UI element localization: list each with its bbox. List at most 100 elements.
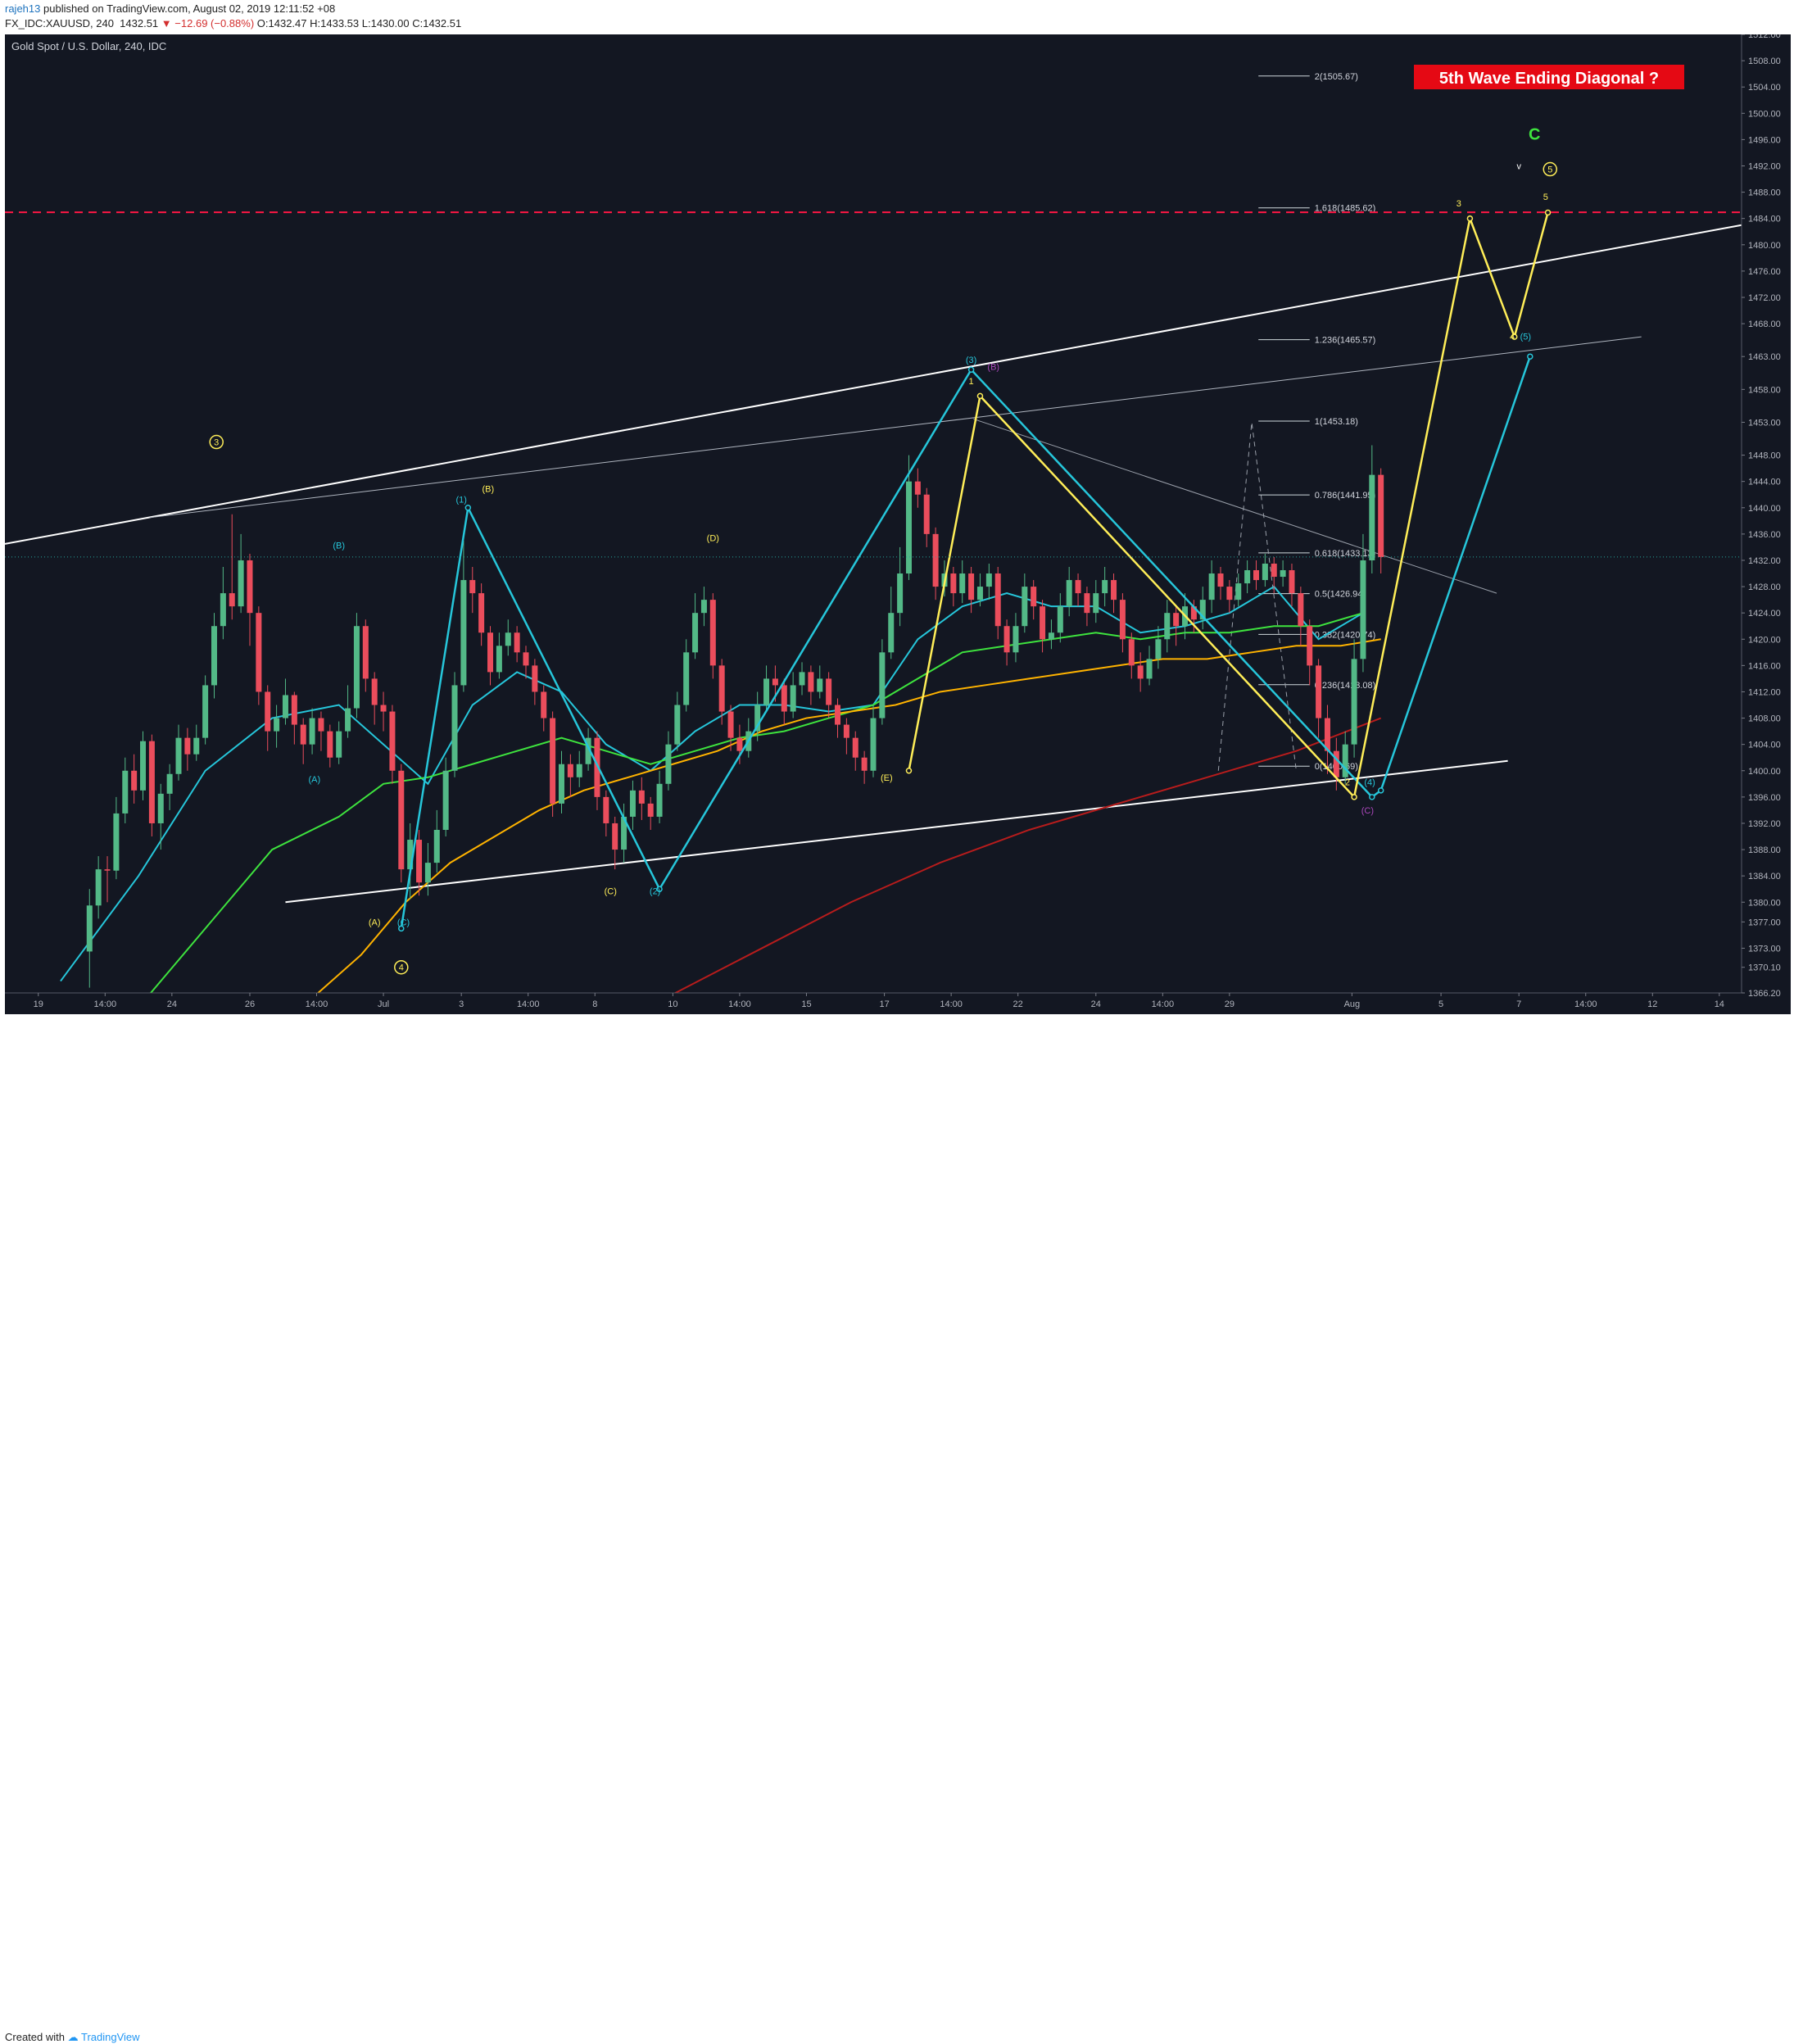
- candle-bear: [1333, 750, 1339, 777]
- candle-bull: [790, 685, 796, 712]
- candle-bull: [1013, 626, 1019, 653]
- chart-title: Gold Spot / U.S. Dollar, 240, IDC: [11, 40, 166, 52]
- wave-label: (D): [707, 534, 719, 544]
- wave-label-circle: [1543, 161, 1558, 177]
- high-value: H:1433.53: [310, 17, 360, 29]
- price-tick-label: 1392.00: [1748, 819, 1781, 829]
- candle-bear: [1324, 718, 1330, 751]
- candle-bear: [389, 711, 396, 771]
- candle-bull: [897, 573, 904, 614]
- trendline: [4, 224, 1742, 545]
- candle-bear: [914, 481, 921, 495]
- candle-bull: [905, 481, 912, 574]
- price-tick-label: 1472.00: [1748, 293, 1781, 303]
- price-chart[interactable]: 2(1505.67)1.618(1485.62)1.236(1465.57)1(…: [4, 30, 1791, 1014]
- candle-bear: [371, 678, 378, 705]
- candle-bull: [1244, 570, 1251, 584]
- time-axis[interactable]: 19 14:00 24 26 14:00 Jul 3 14:00 8 10 14:00 15 17 14:…: [5, 992, 1742, 1014]
- candle-bear: [327, 731, 333, 758]
- candle-bull: [1048, 632, 1054, 640]
- price-tick-label: 1428.00: [1748, 582, 1781, 592]
- candle-bull: [282, 695, 288, 718]
- wave-pivot: [1511, 333, 1518, 340]
- symbol-name: FX_IDC:XAUUSD, 240: [5, 17, 114, 29]
- price-tick-label: 1484.00: [1748, 215, 1781, 224]
- candle-bear: [594, 737, 600, 797]
- candle-bull: [202, 685, 209, 738]
- trendline: [149, 336, 1642, 519]
- time-tick-label: 26: [245, 999, 255, 1009]
- price-tick-label: 1396.00: [1748, 793, 1781, 803]
- candle-bull: [629, 790, 636, 817]
- candle-bull: [1022, 587, 1028, 627]
- close-value: C:1432.51: [412, 17, 462, 29]
- price-axis[interactable]: 1512.00 1508.00 1504.00 1500.00 1496.00 1492.…: [1741, 30, 1791, 1014]
- wave-label: C: [1529, 125, 1540, 143]
- time-tick-label: 19: [34, 999, 43, 1009]
- price-axis-bg: [1742, 34, 1791, 1014]
- price-change: −12.69 (−0.88%): [174, 17, 255, 29]
- annotation-title: 5th Wave Ending Diagonal ?: [1439, 70, 1659, 88]
- author-username[interactable]: rajeh13: [5, 2, 41, 15]
- fib-level-label: 0.786(1441.95): [1315, 491, 1376, 501]
- candle-bull: [211, 626, 217, 686]
- candle-bear: [416, 840, 423, 883]
- candle-bull: [1208, 573, 1215, 601]
- candle-bear: [1173, 613, 1180, 627]
- candle-bull: [1066, 580, 1072, 607]
- fib-level-label: 1.236(1465.57): [1315, 336, 1376, 346]
- annotation-title-box: 5th Wave Ending Diagonal ?: [1414, 65, 1684, 89]
- fib-level-label: 0.236(1413.08): [1315, 681, 1376, 691]
- price-tick-label: 1416.00: [1748, 661, 1781, 671]
- wave-label: 5: [1543, 193, 1548, 202]
- wave-paths: [398, 209, 1552, 932]
- candle-bear: [1307, 626, 1313, 666]
- candle-bear: [318, 718, 324, 732]
- wave-pivot: [1527, 353, 1534, 360]
- wave-label: (5): [1520, 332, 1531, 342]
- price-tick-label: 1408.00: [1748, 714, 1781, 724]
- candle-bear: [808, 672, 814, 692]
- candle-bull: [345, 708, 351, 732]
- brand-name[interactable]: TradingView: [81, 2031, 140, 2043]
- time-tick-label: 24: [1091, 999, 1101, 1009]
- candle-bear: [835, 705, 841, 725]
- price-tick-label: 1476.00: [1748, 267, 1781, 277]
- candle-bull: [576, 764, 582, 777]
- wave-pivot: [1544, 209, 1552, 216]
- candle-bear: [1316, 665, 1322, 718]
- price-tick-label: 1496.00: [1748, 135, 1781, 145]
- low-value: L:1430.00: [361, 17, 410, 29]
- candle-bull: [86, 905, 93, 952]
- open-value: O:1432.47: [256, 17, 307, 29]
- candle-bear: [1217, 573, 1224, 587]
- candle-bear: [1040, 606, 1046, 640]
- price-tick-label: 1370.10: [1748, 963, 1781, 973]
- price-tick-label: 1463.00: [1748, 352, 1781, 362]
- wave-pivot: [1351, 794, 1357, 800]
- wave-label: v: [1516, 162, 1521, 172]
- candle-bear: [131, 770, 138, 791]
- wave-label-circle: [394, 959, 409, 975]
- price-tick-label: 1512.00: [1748, 34, 1781, 40]
- wave-labels: 3 4 5 Cv (1) (B) (B) (D) (A) (A) (C) (C) (2) (E) (3) (B…: [209, 125, 1558, 975]
- candle-bull: [888, 613, 895, 653]
- wave-label: 3: [214, 438, 219, 448]
- wave-label: (1): [455, 495, 466, 505]
- candle-bear: [532, 665, 538, 692]
- time-tick-label: 3: [459, 999, 464, 1009]
- candle-bear: [256, 613, 262, 692]
- wave-label: (A): [369, 918, 381, 927]
- candle-bull: [674, 705, 681, 745]
- time-tick-label: 29: [1225, 999, 1235, 1009]
- candle-bear: [567, 764, 573, 777]
- moving-average-red: [672, 717, 1382, 995]
- candle-bull: [122, 770, 129, 814]
- price-tick-label: 1366.20: [1748, 989, 1781, 999]
- candle-bear: [1378, 474, 1384, 557]
- candle-bear: [1003, 626, 1010, 653]
- chart-panel[interactable]: 2(1505.67) 1.618(1485.62) 1.236(1465.57) 1(…: [4, 30, 1791, 1014]
- candle-bull: [95, 869, 102, 906]
- candle-bull: [193, 737, 200, 755]
- candle-bear: [1298, 593, 1304, 627]
